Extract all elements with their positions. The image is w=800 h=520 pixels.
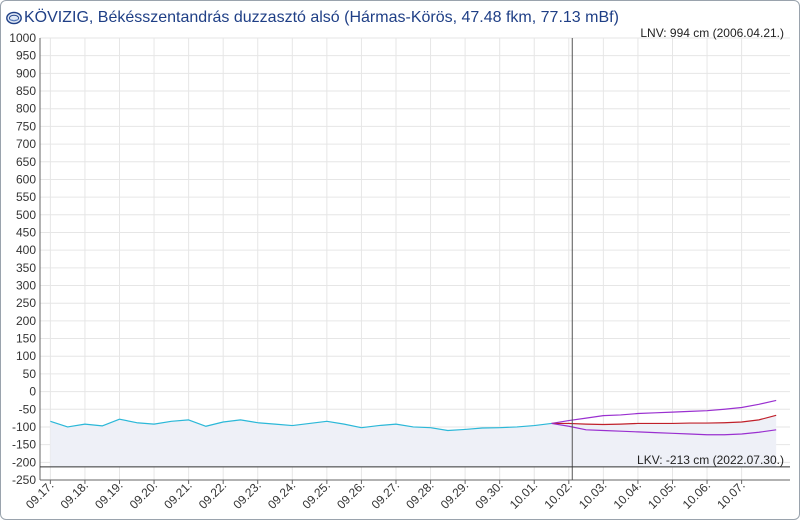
x-tick-label: 09.21. <box>161 478 194 511</box>
y-tick-label: 900 <box>16 66 36 80</box>
y-tick-label: 550 <box>16 190 36 204</box>
y-tick-label: -150 <box>12 438 36 452</box>
y-tick-label: 50 <box>23 367 37 381</box>
y-tick-label: 600 <box>16 172 36 186</box>
y-tick-label: -250 <box>12 473 36 487</box>
x-tick-label: 10.03. <box>576 478 609 511</box>
y-tick-label: 400 <box>16 243 36 257</box>
annotations: LNV: 994 cm (2006.04.21.) LKV: -213 cm (2… <box>637 26 784 467</box>
y-tick-label: 650 <box>16 155 36 169</box>
x-tick-label: 09.27. <box>369 478 402 511</box>
reference-lines <box>40 38 790 480</box>
grid <box>40 37 790 481</box>
y-tick-label: 200 <box>16 314 36 328</box>
series <box>50 399 777 436</box>
x-tick-label: 10.01. <box>507 478 540 511</box>
x-tick-label: 09.20. <box>127 478 160 511</box>
x-tick-label: 09.26. <box>334 478 367 511</box>
x-tick-label: 09.25. <box>299 478 332 511</box>
area-fill <box>50 415 777 467</box>
x-tick-label: 09.18. <box>58 478 91 511</box>
y-tick-label: 500 <box>16 208 36 222</box>
x-tick-label: 09.22. <box>196 478 229 511</box>
x-tick-label: 09.28. <box>403 478 436 511</box>
x-tick-label: 09.19. <box>92 478 125 511</box>
series-line-forecast_mid <box>551 414 777 426</box>
y-tick-label: 950 <box>16 49 36 63</box>
min-level-annotation: LKV: -213 cm (2022.07.30.) <box>637 453 784 467</box>
x-tick-label: 09.30. <box>472 478 505 511</box>
x-tick-label: 10.06. <box>680 478 713 511</box>
y-tick-label: 1000 <box>9 31 36 45</box>
y-tick-label: 0 <box>29 385 36 399</box>
y-tick-label: 800 <box>16 102 36 116</box>
series-line-forecast_lower <box>551 422 777 436</box>
axes <box>39 38 790 484</box>
x-tick-label: 10.05. <box>645 478 678 511</box>
y-tick-label: 850 <box>16 84 36 98</box>
y-tick-label: 100 <box>16 349 36 363</box>
x-tick-label: 10.02. <box>541 478 574 511</box>
y-tick-label: 450 <box>16 225 36 239</box>
x-tick-label: 09.29. <box>438 478 471 511</box>
x-tick-label: 09.23. <box>230 478 263 511</box>
y-tick-label: 150 <box>16 332 36 346</box>
y-tick-label: 250 <box>16 296 36 310</box>
x-tick-label: 10.07. <box>714 478 747 511</box>
y-tick-label: 300 <box>16 279 36 293</box>
x-tick-label: 10.04. <box>611 478 644 511</box>
max-level-annotation: LNV: 994 cm (2006.04.21.) <box>640 26 784 40</box>
series-line-forecast_upper <box>551 399 777 425</box>
series-line-observed <box>50 418 552 432</box>
globe-logo-icon <box>6 11 22 25</box>
chart-title: KÖVIZIG, Békésszentandrás duzzasztó alsó… <box>24 9 619 26</box>
y-tick-label: -100 <box>12 420 36 434</box>
y-tick-label: 700 <box>16 137 36 151</box>
y-tick-label: -50 <box>19 402 37 416</box>
area-below-series <box>50 415 777 467</box>
y-tick-label: 350 <box>16 261 36 275</box>
y-tick-label: -200 <box>12 455 36 469</box>
x-tick-label: 09.24. <box>265 478 298 511</box>
y-tick-label: 750 <box>16 119 36 133</box>
